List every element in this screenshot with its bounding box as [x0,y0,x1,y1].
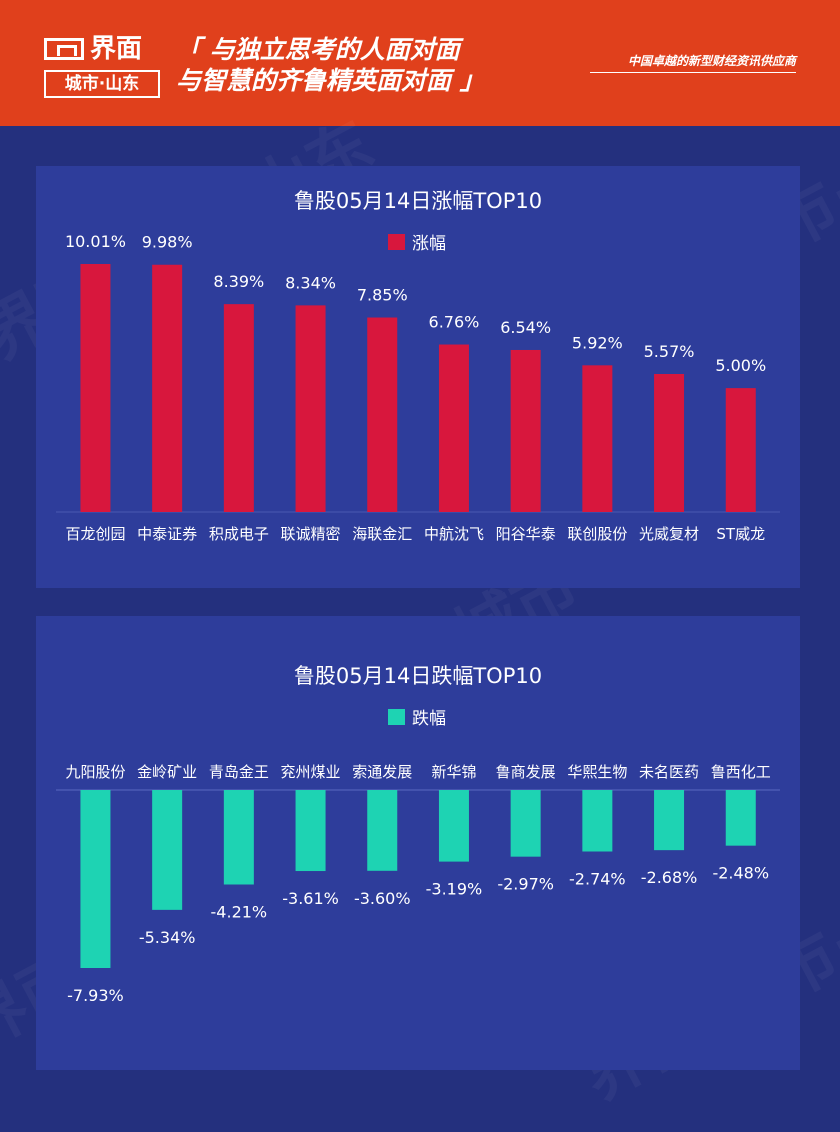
bar [725,790,756,846]
bar [295,790,326,872]
bar [80,790,111,968]
category-label: 鲁西化工 [711,763,771,781]
data-label: -2.68% [641,868,698,887]
bar [582,790,613,852]
loss-chart-panel: 鲁股05月14日跌幅TOP10 跌幅 -7.93% 九阳股份 -5.34% 金岭矿业 -4.… [36,616,800,1070]
category-label: 新华锦 [431,763,476,781]
bar [367,317,398,512]
jiemian-logo: 界面 城市·山东 [44,34,160,98]
category-label: 未名医药 [639,763,699,781]
bar [654,374,685,512]
gain-chart-panel: 鲁股05月14日涨幅TOP10 涨幅 10.01% 百龙创园 9.98% 中泰证券 8.39… [36,166,800,588]
legend-label: 涨幅 [412,234,446,254]
data-label: 9.98% [142,233,193,252]
bar [152,790,183,910]
bar [582,365,613,512]
legend-swatch [388,234,405,250]
chart-title: 鲁股05月14日涨幅TOP10 [294,189,542,213]
bar [438,790,469,862]
bar [510,790,541,857]
bar [80,264,111,512]
data-label: -2.74% [569,870,626,889]
category-label: 中泰证券 [137,525,197,543]
logo-main-text: 界面 [90,34,143,64]
data-label: -4.21% [211,902,268,921]
data-label: -3.19% [426,880,483,899]
data-label: 5.92% [572,333,623,352]
category-label: 华熙生物 [567,763,627,781]
data-label: 7.85% [357,286,408,305]
category-label: 金岭矿业 [137,763,197,781]
slogan: 「 与独立思考的人面对面 与智慧的齐鲁精英面对面 」 [176,34,485,96]
slogan-line-1: 「 与独立思考的人面对面 [176,35,460,64]
category-label: 中航沈飞 [424,525,484,543]
bar [510,349,541,512]
category-label: 海联金汇 [352,525,412,543]
loss-bar-chart: 鲁股05月14日跌幅TOP10 跌幅 -7.93% 九阳股份 -5.34% 金岭矿业 -4.… [56,664,780,1005]
category-label: 百龙创园 [65,525,125,543]
data-label: 5.57% [644,342,695,361]
chart-title: 鲁股05月14日跌幅TOP10 [294,664,542,688]
category-label: 青岛金王 [209,763,269,781]
data-label: -5.34% [139,928,196,947]
category-label: 兖州煤业 [281,763,341,781]
gain-bar-chart: 鲁股05月14日涨幅TOP10 涨幅 10.01% 百龙创园 9.98% 中泰证券 8.39… [56,189,780,543]
data-label: 6.54% [500,318,551,337]
bar [223,304,254,512]
data-label: 8.34% [285,273,336,292]
category-label: 阳谷华泰 [496,525,556,543]
category-label: ST威龙 [716,525,765,543]
data-label: -7.93% [67,986,124,1005]
bar [725,388,756,512]
category-label: 积成电子 [209,525,269,543]
tagline: 中国卓越的新型财经资讯供应商 [627,54,796,68]
header-banner: 界面 城市·山东 「 与独立思考的人面对面 与智慧的齐鲁精英面对面 」 中国卓越… [0,0,840,126]
bar [295,305,326,512]
data-label: 8.39% [213,272,264,291]
data-label: -3.60% [354,889,411,908]
bar [223,790,254,885]
data-label: 6.76% [429,313,480,332]
bar [152,264,183,512]
data-label: -3.61% [282,889,339,908]
bar [367,790,398,871]
data-label: -2.97% [497,875,554,894]
category-label: 索通发展 [352,763,412,781]
tagline-divider [590,72,796,73]
bar [654,790,685,851]
legend-swatch [388,709,405,725]
category-label: 鲁商发展 [496,763,556,781]
data-label: -2.48% [712,864,769,883]
category-label: 联创股份 [567,525,627,543]
category-label: 九阳股份 [65,763,125,781]
data-label: 10.01% [65,232,126,251]
legend-label: 跌幅 [412,709,446,729]
logo-mark-icon [44,38,84,60]
category-label: 联诚精密 [281,525,341,543]
category-label: 光威复材 [639,525,699,543]
data-label: 5.00% [715,356,766,375]
logo-sub-text: 城市·山东 [44,70,160,98]
slogan-line-2: 与智慧的齐鲁精英面对面 」 [176,66,485,95]
bar [438,344,469,512]
